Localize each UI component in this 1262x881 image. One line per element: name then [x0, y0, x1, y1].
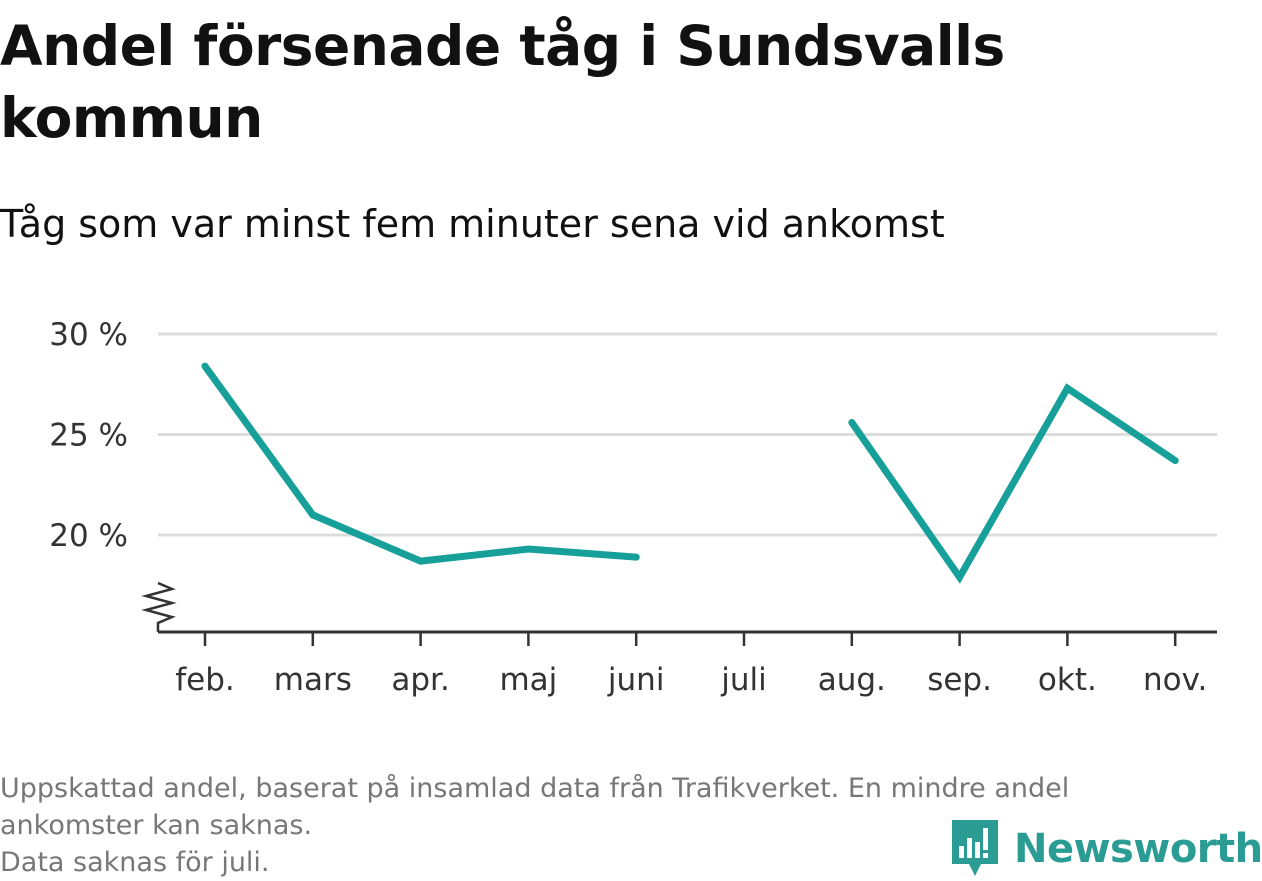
x-tick-label: apr. — [391, 662, 449, 698]
x-axis — [141, 581, 1217, 634]
x-tick-label: feb. — [175, 662, 235, 698]
x-tick-label: sep. — [927, 662, 992, 698]
data-point — [632, 553, 640, 561]
data-point — [1063, 384, 1071, 392]
series-lines — [201, 362, 1179, 584]
footnote-line-2: ankomster kan saknas. — [0, 810, 313, 841]
x-tick-label: juni — [607, 662, 665, 698]
footnote-line-3: Data saknas för juli. — [0, 847, 270, 878]
x-tick-label: maj — [499, 662, 557, 698]
series-line-segment — [848, 383, 1178, 584]
data-point — [524, 545, 532, 553]
x-tick-label: aug. — [818, 662, 886, 698]
brand-name: Newsworthy — [1014, 826, 1262, 872]
y-tick-label: 20 % — [49, 518, 128, 554]
gridlines — [158, 332, 1217, 537]
x-tick-label: mars — [274, 662, 352, 698]
line-chart: 20 % 25 % 30 % feb. mars apr. maj juni juli aug.… — [49, 317, 1217, 698]
data-point — [201, 362, 209, 370]
x-tick-label: nov. — [1143, 662, 1207, 698]
data-point — [417, 557, 425, 565]
footnote-line-1: Uppskattad andel, baserat på insamlad da… — [0, 773, 1070, 804]
data-point — [956, 573, 964, 581]
data-point — [848, 418, 856, 426]
newsworthy-logo-icon — [952, 820, 998, 876]
brand-logo[interactable]: Newsworthy — [950, 818, 1262, 880]
y-axis-ticks: 20 % 25 % 30 % — [49, 317, 128, 554]
data-point — [309, 511, 317, 519]
x-tick-label: okt. — [1038, 662, 1097, 698]
series-line-segment — [202, 364, 637, 565]
chart-subtitle: Tåg som var minst fem minuter sena vid a… — [0, 202, 945, 246]
y-tick-label: 30 % — [49, 317, 128, 353]
x-axis-ticks: feb. mars apr. maj juni juli aug. sep. okt. nov. — [175, 632, 1207, 698]
footnote: Uppskattad andel, baserat på insamlad da… — [0, 770, 1262, 881]
chart-title: Andel försenade tåg i Sundsvalls kommun — [0, 14, 1005, 150]
data-point — [1171, 457, 1179, 465]
y-tick-label: 25 % — [49, 418, 128, 454]
x-tick-label: juli — [720, 662, 767, 698]
axis-break-icon — [141, 581, 177, 632]
